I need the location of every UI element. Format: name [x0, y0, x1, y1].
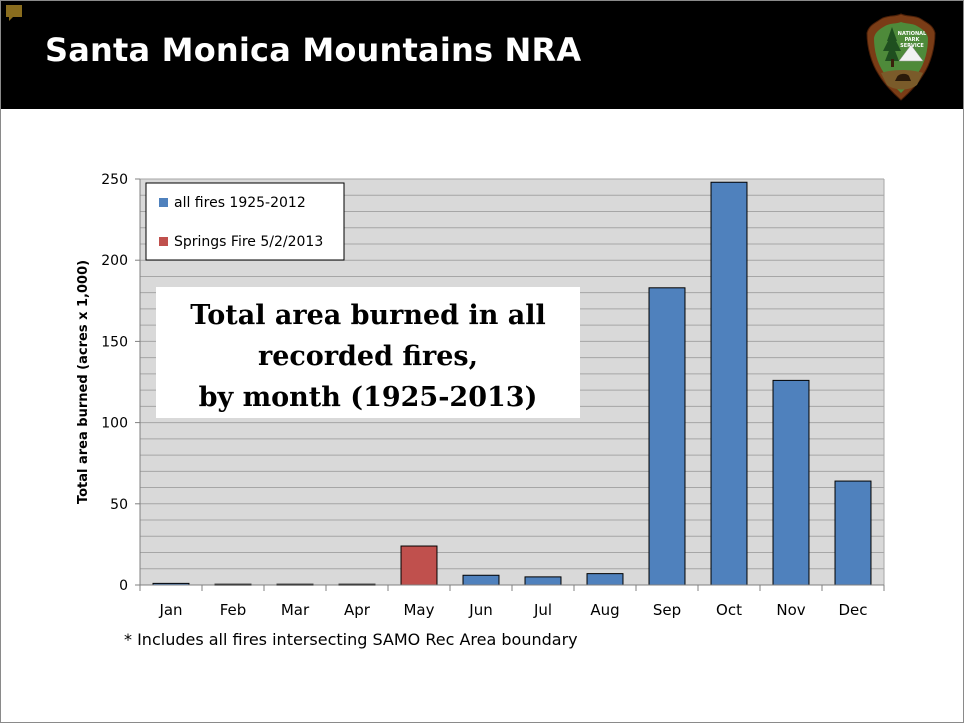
y-tick-labels: 0 50 100 150 200 250	[101, 172, 128, 594]
bars	[152, 181, 872, 586]
legend-label: all fires 1925-2012	[174, 195, 306, 211]
bar-all-fires-jun	[462, 574, 500, 586]
y-tick-label: 150	[101, 334, 128, 350]
x-tick-label: May	[403, 601, 434, 619]
y-tick-label: 250	[101, 172, 128, 188]
monthly-area-burned-chart: 0 50 100 150 200 250 Jan Feb Mar Apr May Jun Jul Aug…	[76, 172, 885, 619]
x-tick-label: Mar	[281, 601, 310, 619]
bar-springs-fire-may	[400, 545, 438, 586]
bar-all-fires-nov	[772, 379, 810, 586]
chart-title-box	[156, 287, 580, 418]
slide-header: Santa Monica Mountains NRA NATIONAL PARK…	[1, 1, 963, 109]
svg-text:NATIONAL: NATIONAL	[898, 31, 927, 37]
nps-arrowhead-logo-icon: NATIONAL PARK SERVICE	[866, 13, 936, 101]
x-tick-label: Oct	[716, 601, 742, 619]
chart-title-line: Total area burned in all	[190, 300, 546, 331]
slide-title: Santa Monica Mountains NRA	[45, 31, 582, 69]
x-tick-label: Jun	[468, 601, 492, 619]
legend-swatch	[159, 237, 168, 246]
chart-title: Total area burned in all recorded fires, b…	[156, 287, 580, 418]
bar-all-fires-sep	[648, 287, 686, 586]
chart-title-line: by month (1925-2013)	[199, 382, 538, 413]
legend: all fires 1925-2012 Springs Fire 5/2/2013	[145, 182, 345, 261]
svg-text:PARK: PARK	[905, 37, 921, 43]
axes	[135, 178, 885, 591]
x-tick-label: Jul	[533, 601, 552, 619]
x-tick-label: Nov	[776, 601, 805, 619]
bar-all-fires-jul	[524, 576, 562, 586]
y-tick-label: 100	[101, 416, 128, 432]
y-tick-label: 0	[119, 578, 128, 594]
y-tick-label: 50	[110, 497, 128, 513]
x-tick-label: Apr	[344, 601, 371, 619]
x-tick-labels: Jan Feb Mar Apr May Jun Jul Aug Sep Oct Nov Dec	[158, 601, 867, 619]
y-axis-label: Total area burned (acres x 1,000)	[76, 260, 91, 504]
comment-icon[interactable]	[6, 5, 22, 21]
bar-all-fires-oct	[710, 181, 748, 586]
svg-text:SERVICE: SERVICE	[900, 43, 924, 49]
chart-title-line: recorded fires,	[258, 341, 478, 372]
bar-all-fires-dec	[834, 480, 872, 586]
bar-all-fires-aug	[586, 573, 624, 586]
legend-swatch	[159, 198, 168, 207]
x-tick-label: Jan	[158, 601, 182, 619]
x-tick-label: Sep	[653, 601, 681, 619]
y-tick-label: 200	[101, 253, 128, 269]
x-tick-label: Feb	[220, 601, 247, 619]
legend-label: Springs Fire 5/2/2013	[174, 234, 323, 250]
x-tick-label: Aug	[590, 601, 619, 619]
footnote: * Includes all fires intersecting SAMO R…	[124, 630, 578, 649]
legend-box	[145, 182, 345, 261]
x-tick-label: Dec	[838, 601, 867, 619]
